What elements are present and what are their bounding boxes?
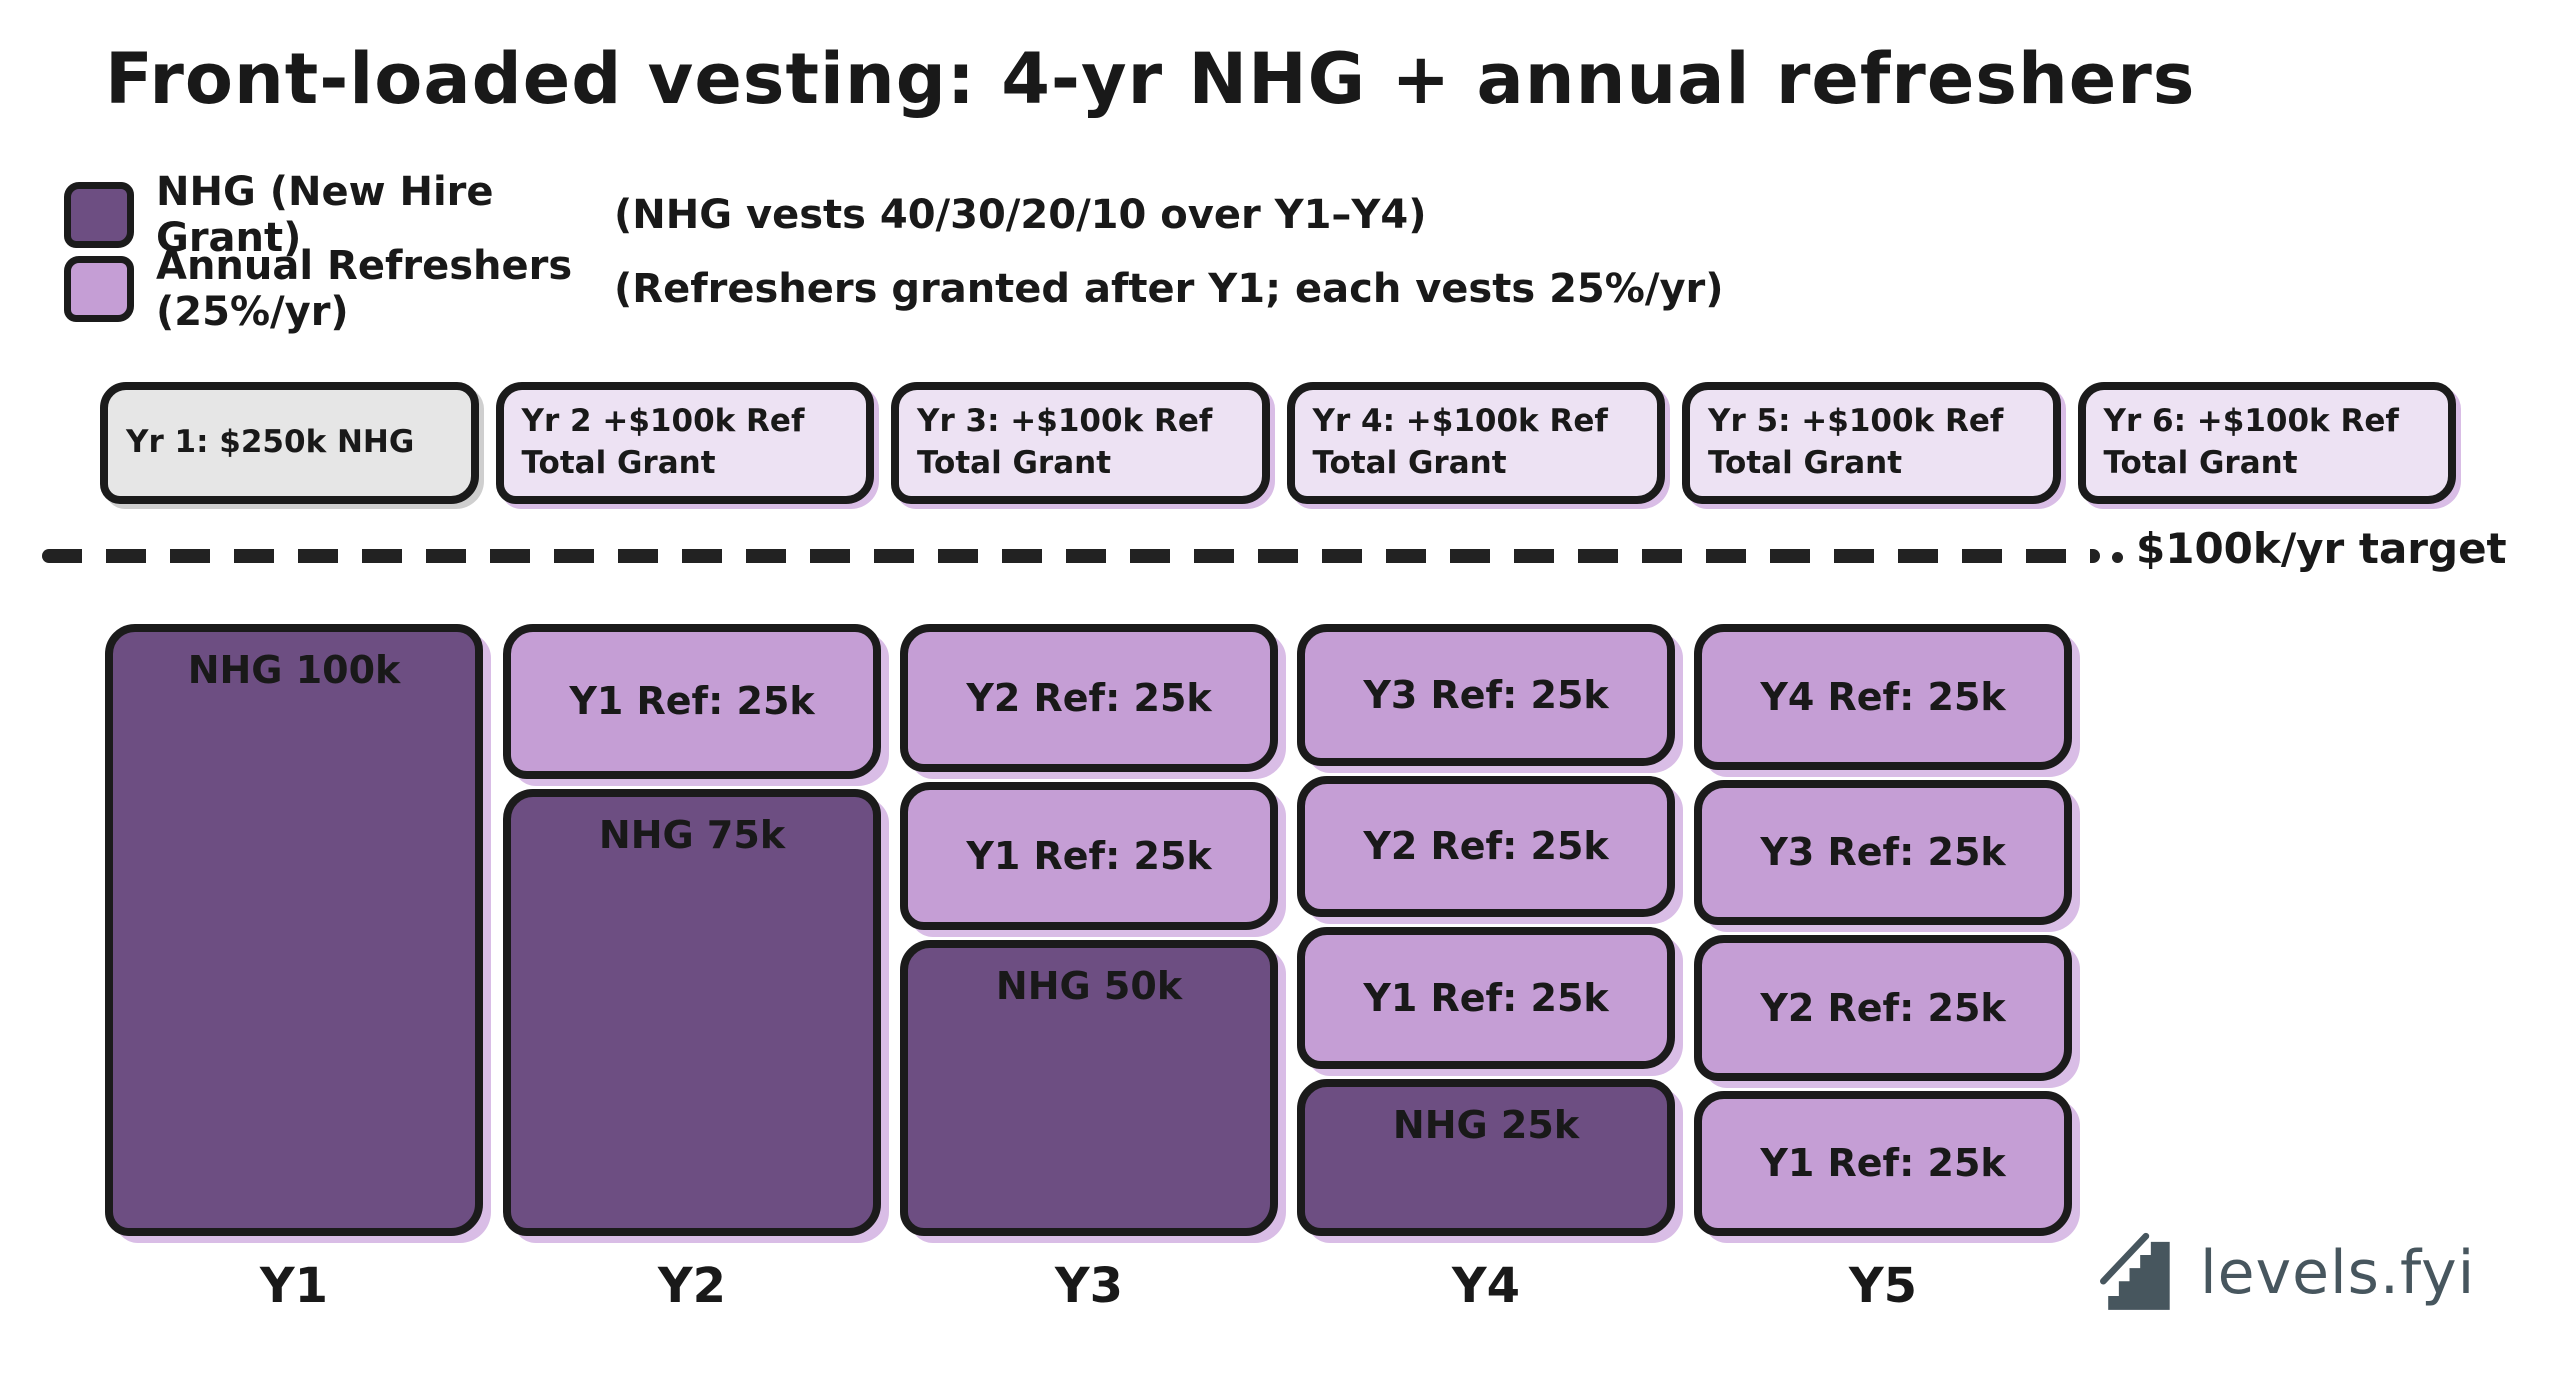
levels-fyi-logo: levels.fyi	[2098, 1232, 2475, 1314]
grant-box-yr1: Yr 1: $250k NHG	[100, 382, 479, 504]
axis-label-y5: Y5	[1848, 1258, 1918, 1314]
grant-box-line1: Yr 2 +$100k Ref	[521, 403, 805, 440]
refresher-block: Y1 Ref: 25k	[503, 624, 881, 779]
grant-box-line2: Total Grant	[521, 445, 716, 481]
refresher-block: Y2 Ref: 25k	[900, 624, 1278, 772]
block-label: Y2 Ref: 25k	[966, 676, 1212, 720]
legend-row-refreshers: Annual Refreshers (25%/yr) (Refreshers g…	[64, 243, 1724, 335]
refresher-block: Y3 Ref: 25k	[1297, 624, 1675, 766]
stairs-icon	[2100, 1232, 2170, 1310]
nhg-block: NHG 100k	[105, 624, 483, 1236]
block-label: NHG 75k	[598, 812, 786, 857]
bar-column-y5: Y4 Ref: 25k Y3 Ref: 25k Y2 Ref: 25k Y1 R…	[1694, 624, 2072, 1236]
grant-box-yr5: Yr 5: +$100k Ref Total Grant	[1682, 382, 2061, 504]
bar-column-y4: Y3 Ref: 25k Y2 Ref: 25k Y1 Ref: 25k NHG …	[1297, 624, 1675, 1236]
block-label: Y3 Ref: 25k	[1760, 830, 2006, 875]
grant-box-yr3: Yr 3: +$100k Ref Total Grant	[891, 382, 1270, 504]
grant-box-yr2: Yr 2 +$100k Ref Total Grant	[495, 382, 874, 504]
refresher-block: Y2 Ref: 25k	[1694, 935, 2072, 1081]
nhg-block: NHG 75k	[503, 788, 881, 1236]
grant-summary-row: Yr 1: $250k NHG Yr 2 +$100k Ref Total Gr…	[100, 382, 2456, 504]
legend-row-nhg: NHG (New Hire Grant) (NHG vests 40/30/20…	[64, 169, 1724, 261]
nhg-swatch-icon	[64, 182, 134, 248]
grant-box-line2: Total Grant	[1708, 445, 1903, 481]
block-label: Y1 Ref: 25k	[569, 679, 815, 724]
refresher-swatch-icon	[64, 256, 134, 322]
grant-box-line1: Yr 1: $250k NHG	[126, 424, 415, 461]
bar-column-y2: Y1 Ref: 25k NHG 75k	[503, 624, 881, 1236]
axis-label-y3: Y3	[1054, 1258, 1124, 1314]
grant-box-yr4: Yr 4: +$100k Ref Total Grant	[1286, 382, 1665, 504]
block-label: NHG 50k	[995, 964, 1183, 1008]
grant-box-line2: Total Grant	[917, 445, 1112, 481]
target-label: $100k/yr target	[2136, 524, 2507, 573]
nhg-block: NHG 25k	[1297, 1078, 1675, 1236]
legend-label: NHG (New Hire Grant)	[156, 169, 494, 261]
page-title: Front-loaded vesting: 4-yr NHG + annual …	[105, 38, 2196, 120]
refresher-block: Y1 Ref: 25k	[900, 782, 1278, 930]
bar-column-y1: NHG 100k	[105, 624, 483, 1236]
block-label: Y2 Ref: 25k	[1363, 824, 1609, 869]
logo-text: levels.fyi	[2200, 1238, 2476, 1308]
legend-note: (NHG vests 40/30/20/10 over Y1–Y4)	[614, 192, 1427, 238]
bar-column-y3: Y2 Ref: 25k Y1 Ref: 25k NHG 50k	[900, 624, 1278, 1236]
legend: NHG (New Hire Grant) (NHG vests 40/30/20…	[64, 169, 1724, 335]
target-dashed-line	[42, 549, 2100, 563]
block-label: NHG 25k	[1392, 1102, 1580, 1147]
block-label: Y3 Ref: 25k	[1363, 672, 1609, 717]
axis-label-y4: Y4	[1451, 1258, 1521, 1314]
axis-label-y1: Y1	[259, 1258, 329, 1314]
block-label: Y1 Ref: 25k	[966, 834, 1212, 878]
grant-box-line1: Yr 5: +$100k Ref	[1708, 403, 2004, 440]
axis-label-y2: Y2	[657, 1258, 727, 1314]
block-label: Y2 Ref: 25k	[1760, 985, 2006, 1030]
block-label: Y1 Ref: 25k	[1363, 975, 1609, 1020]
grant-box-line1: Yr 3: +$100k Ref	[917, 403, 1213, 440]
grant-box-line1: Yr 6: +$100k Ref	[2103, 403, 2399, 440]
block-label: Y1 Ref: 25k	[1760, 1141, 2006, 1186]
legend-note: (Refreshers granted after Y1; each vests…	[614, 266, 1724, 312]
nhg-block: NHG 50k	[900, 940, 1278, 1236]
refresher-block: Y1 Ref: 25k	[1297, 927, 1675, 1069]
grant-box-line2: Total Grant	[2103, 445, 2298, 481]
target-line-dot	[2112, 552, 2123, 563]
grant-box-line1: Yr 4: +$100k Ref	[1312, 403, 1608, 440]
legend-label: Annual Refreshers (25%/yr)	[156, 243, 573, 335]
refresher-block: Y2 Ref: 25k	[1297, 775, 1675, 917]
block-label: Y4 Ref: 25k	[1760, 674, 2006, 719]
refresher-block: Y1 Ref: 25k	[1694, 1090, 2072, 1236]
grant-box-line2: Total Grant	[1312, 445, 1507, 481]
refresher-block: Y4 Ref: 25k	[1694, 624, 2072, 770]
block-label: NHG 100k	[187, 648, 401, 692]
grant-box-yr6: Yr 6: +$100k Ref Total Grant	[2077, 382, 2456, 504]
refresher-block: Y3 Ref: 25k	[1694, 779, 2072, 925]
